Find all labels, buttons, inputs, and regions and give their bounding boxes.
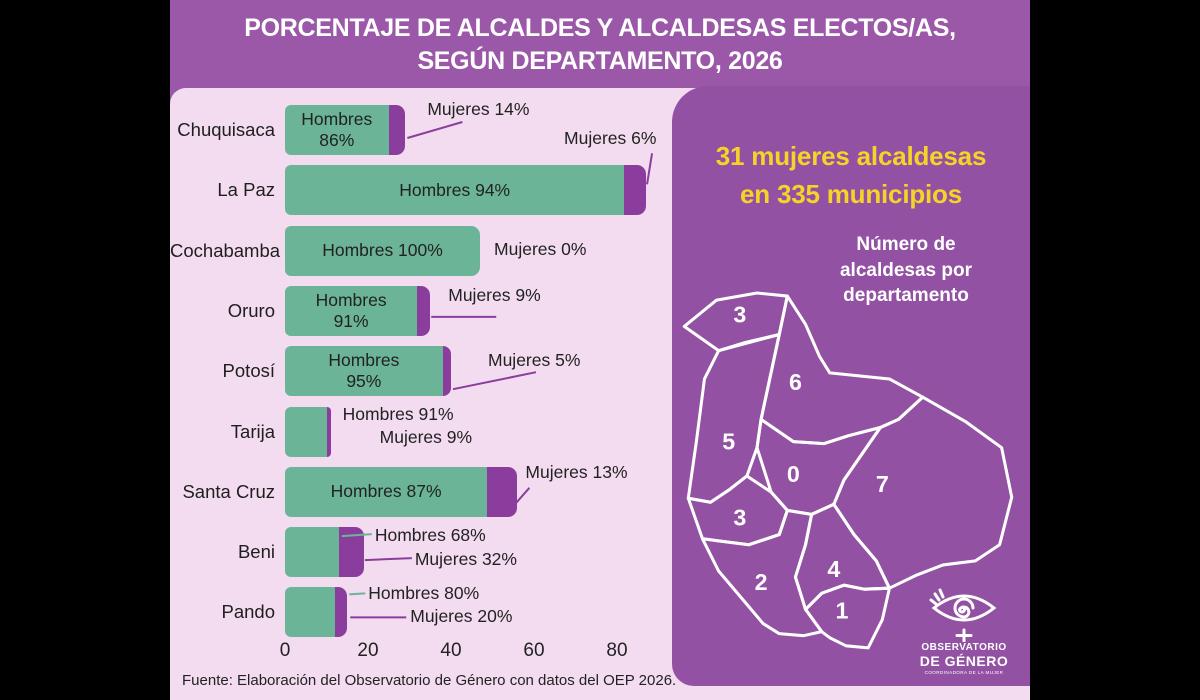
map-department-count-oruro: 3 (733, 505, 746, 531)
stacked-bar (285, 105, 406, 155)
mujeres-bar-segment (417, 285, 431, 336)
axis-tick-label: 60 (523, 640, 545, 661)
mujeres-annotation: Mujeres 6% (564, 128, 657, 149)
map-region-beni (759, 294, 925, 446)
category-label: Santa Cruz (182, 480, 275, 502)
map-department-count-chuquisaca: 4 (827, 556, 840, 582)
mujeres-annotation: Mujeres 0% (494, 238, 587, 259)
stacked-bar (285, 406, 331, 457)
mujeres-annotation: Mujeres 13% (525, 461, 628, 482)
category-label: Potosí (222, 360, 275, 382)
hombres-bar-segment (285, 527, 339, 578)
logo-text-3: COORDINADORA DE LA MUJER (924, 670, 1004, 675)
category-label: Beni (237, 541, 275, 563)
chart-row-tarija: Tarija Hombres 91% Mujeres 9% (170, 403, 1030, 457)
eye-spiral-female-icon (929, 588, 997, 642)
mujeres-annotation: Mujeres 9% (448, 284, 541, 305)
mujeres-bar-segment (338, 527, 364, 578)
hombres-bar-segment (285, 165, 625, 216)
hombres-bar-segment (285, 225, 481, 276)
hombres-annotation: Hombres 91% (342, 403, 454, 424)
summary-panel: 31 mujeres alcaldesas en 335 municipios … (672, 86, 1030, 686)
category-label: Tarija (230, 420, 275, 442)
hombres-bar-label: Hombres 100% (322, 240, 443, 261)
map-department-count-potosí: 2 (755, 569, 768, 595)
mujeres-annotation: Mujeres 9% (379, 426, 473, 447)
headline: 31 mujeres alcaldesas en 335 municipios (672, 138, 1030, 213)
axis-tick-label: 0 (279, 640, 291, 661)
hombres-bar-label: Hombres 86% (301, 109, 373, 150)
mujeres-bar-segment (487, 466, 518, 517)
map-department-count-santa-cruz: 7 (876, 471, 889, 497)
hombres-annotation: Hombres 68% (374, 525, 486, 546)
logo-text-1: OBSERVATORIO (921, 642, 1007, 653)
map-department-count-tarija: 1 (835, 598, 848, 624)
page-title-line1: PORCENTAJE DE ALCALDES Y ALCALDESAS ELEC… (244, 14, 956, 42)
mujeres-bar-segment (624, 165, 647, 216)
category-label: Pando (221, 601, 276, 623)
map-department-count-beni: 6 (789, 369, 802, 395)
observatorio-logo: OBSERVATORIO DE GÉNERO COORDINADORA DE L… (912, 576, 1016, 676)
source-note: Fuente: Elaboración del Observatorio de … (182, 672, 677, 689)
stacked-bar (285, 225, 481, 276)
chart-row-beni: Beni Hombres 68% Mujeres 32% (170, 525, 1030, 578)
hombres-bar-label: Hombres 91% (315, 289, 387, 331)
hombres-bar-segment (285, 466, 488, 517)
stacked-bar (285, 346, 451, 397)
category-label: Chuquisaca (177, 119, 275, 140)
category-label: La Paz (217, 179, 275, 201)
axis-tick-label: 40 (440, 640, 462, 661)
chart-row-santa-cruz: Santa Cruz Hombres 87% Mujeres 13% (170, 462, 1030, 517)
axis-tick-label: 20 (357, 640, 379, 661)
category-label: Oruro (227, 299, 275, 321)
category-label: Cochabamba (170, 239, 281, 261)
mujeres-bar-segment (388, 105, 406, 155)
header: PORCENTAJE DE ALCALDES Y ALCALDESAS ELEC… (170, 0, 1030, 90)
hombres-bar-segment (285, 406, 327, 457)
stacked-bar (285, 527, 364, 578)
bolivia-map: 3 6 5 0 7 3 2 4 1 (682, 291, 1014, 650)
map-region-cochabamba (755, 417, 882, 516)
page-title-line2: SEGÚN DEPARTAMENTO, 2026 (417, 46, 783, 75)
mujeres-bar-segment (326, 406, 331, 457)
stacked-bar (285, 587, 348, 638)
hombres-bar-segment (285, 587, 335, 638)
mujeres-bar-segment (442, 346, 451, 397)
map-department-count-cochabamba: 0 (787, 461, 800, 487)
hombres-bar-label: Hombres 87% (330, 481, 442, 502)
map-department-count-la-paz: 5 (722, 429, 735, 455)
axis-tick-label: 80 (606, 640, 628, 661)
mujeres-bar-segment (334, 587, 348, 638)
stacked-bar (285, 165, 647, 216)
mujeres-annotation: Mujeres 32% (414, 549, 517, 570)
hombres-bar-label: Hombres 94% (399, 179, 511, 200)
chart-row-pando: Pando Hombres 80% Mujeres 20% (170, 583, 1030, 638)
chart-row-potosí: Potosí Hombres 95% Mujeres 5% (170, 346, 1030, 397)
chart-row-oruro: Oruro Hombres 91% Mujeres 9% (170, 284, 1030, 336)
mujeres-annotation: Mujeres 14% (427, 99, 530, 119)
map-region-tarija (804, 583, 891, 650)
mujeres-annotation: Mujeres 5% (488, 350, 581, 371)
hombres-bar-label: Hombres 95% (328, 350, 400, 392)
map-region-santa-cruz (832, 395, 1014, 590)
map-department-count-pando: 3 (733, 301, 746, 327)
chart-row-cochabamba: Cochabamba Hombres 100% Mujeres 0% (170, 225, 1030, 276)
map-region-chuquisaca (793, 502, 891, 611)
hombres-bar-segment (285, 105, 389, 155)
mujeres-annotation: Mujeres 20% (410, 606, 513, 627)
hombres-annotation: Hombres 80% (368, 583, 480, 604)
infographic-canvas: PORCENTAJE DE ALCALDES Y ALCALDESAS ELEC… (170, 0, 1030, 700)
map-title: Número de alcaldesas por departamento (839, 234, 973, 307)
chart-row-chuquisaca: Chuquisaca Hombres 86% Mujeres 14% (170, 99, 1030, 155)
stacked-bar (285, 285, 431, 336)
headline-line1: 31 mujeres alcaldesas (715, 141, 987, 171)
headline-line2: en 335 municipios (739, 178, 962, 209)
hombres-bar-segment (285, 285, 418, 336)
logo-text-2: DE GÉNERO (919, 653, 1009, 669)
chart-row-la-paz: La Paz Hombres 94% Mujeres 6% (170, 128, 1030, 216)
hombres-bar-segment (285, 346, 443, 397)
